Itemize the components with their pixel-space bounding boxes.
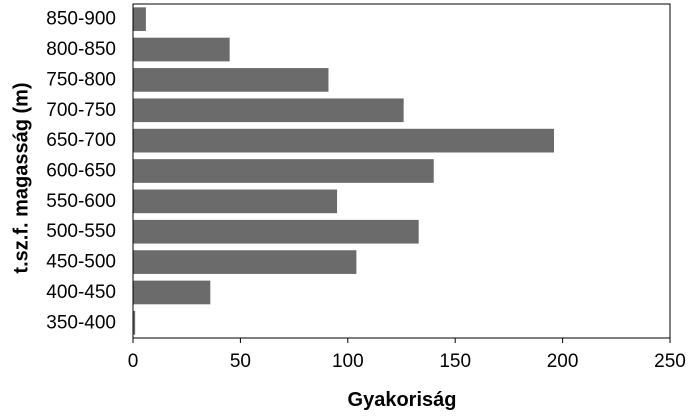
y-tick-label: 850-900 — [46, 9, 116, 30]
x-tick-label: 50 — [230, 351, 251, 372]
bar-850-900 — [133, 7, 146, 32]
bar-350-400 — [133, 310, 136, 335]
bar-550-600 — [133, 189, 338, 214]
y-tick-label: 800-850 — [46, 39, 116, 60]
bar-600-650 — [133, 159, 434, 183]
y-tick-label: 500-550 — [46, 221, 116, 242]
bar-500-550 — [133, 219, 419, 244]
y-tick-label: 450-500 — [46, 252, 116, 273]
x-tick-label: 200 — [547, 351, 579, 372]
y-tick-label: 600-650 — [46, 161, 116, 182]
bars-group — [133, 7, 555, 335]
bar-450-500 — [133, 250, 357, 274]
x-tick-label: 150 — [439, 351, 471, 372]
y-tick-labels: 850-900 800-850 750-800 700-750 650-700 600-6… — [46, 9, 116, 334]
y-tick-label: 400-450 — [46, 282, 116, 303]
y-tick-label: 700-750 — [46, 100, 116, 121]
y-axis-title: t.sz.f. magasság (m) — [10, 82, 32, 273]
y-tick-label: 350-400 — [46, 312, 116, 333]
x-ticks: 0 50 100 150 200 250 — [128, 338, 686, 372]
x-tick-label: 0 — [128, 351, 139, 372]
x-tick-label: 100 — [332, 351, 364, 372]
y-axis-title-group: t.sz.f. magasság (m) — [10, 82, 32, 273]
bar-750-800 — [133, 68, 329, 92]
x-tick-label: 250 — [654, 351, 686, 372]
bar-400-450 — [133, 280, 211, 305]
y-tick-label: 650-700 — [46, 130, 116, 151]
bar-650-700 — [133, 128, 555, 153]
y-tick-label: 550-600 — [46, 191, 116, 212]
x-axis-title: Gyakoriság — [348, 389, 457, 411]
y-tick-label: 750-800 — [46, 69, 116, 90]
plot-area-frame — [132, 3, 671, 339]
bar-800-850 — [133, 37, 230, 62]
bar-700-750 — [133, 98, 404, 123]
